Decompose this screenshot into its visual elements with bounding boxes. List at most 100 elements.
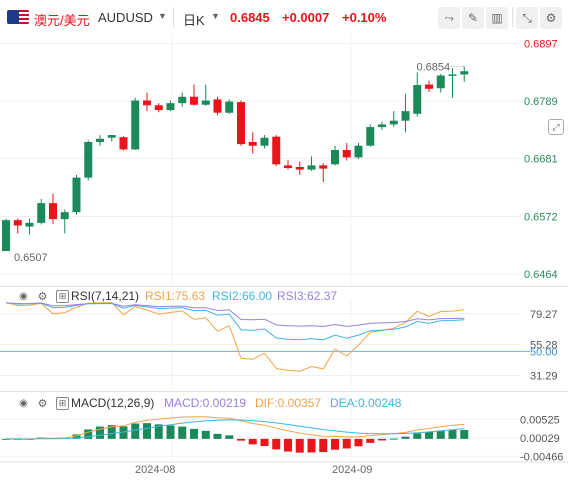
candle-body [425,84,433,89]
rsi3-line [5,302,465,328]
rsi2-value: RSI2:66.00 [212,289,273,303]
candle-body [178,96,187,104]
expand-icon[interactable]: ⤢ [548,119,564,135]
pencil-icon: ✎ [467,11,479,25]
candle-body [143,100,151,106]
chevron-down-icon[interactable]: ▼ [158,11,167,21]
macd-histogram-bar [178,426,187,439]
date-tick-label: 2024-08 [135,464,175,476]
rsi-tick-label: 79.27 [530,309,558,321]
price-tick-label: 0.6789 [524,96,558,108]
grid-icon[interactable]: ⊞ [56,397,69,410]
candle-body [225,101,234,113]
macd-histogram-bar [107,425,116,439]
price-change-percent: +0.10% [342,10,387,25]
candle-body [389,120,398,125]
macd-histogram-bar [96,426,104,439]
macd-histogram-bar [354,438,363,447]
symbol-cn-label: 澳元/美元 [34,13,90,28]
divider [512,7,513,27]
rsi-title: RSI(7,14,21) [71,289,140,303]
candle-body [366,127,375,146]
macd-histogram-bar [319,438,328,453]
gear-icon[interactable]: ⚙ [37,291,48,303]
gear-icon: ⚙ [545,11,557,25]
chevron-down-icon[interactable]: ▼ [211,11,220,21]
macd-histogram-bar [260,438,269,447]
period-select[interactable]: 日K [183,13,205,28]
candle-body [166,103,175,111]
grid-icon[interactable]: ⊞ [56,290,69,303]
rsi3-value: RSI3:62.37 [277,289,338,303]
settings-button[interactable]: ⚙ [540,7,562,29]
rsi-tick-label: 55.28 [530,340,558,352]
macd-histogram-bar [131,423,140,439]
eye-icon[interactable]: ◉ [19,291,28,302]
macd-histogram-bar [143,423,151,439]
candle-body [190,96,198,105]
macd-title: MACD(12,26,9) [71,396,155,410]
price-tick-label: 0.6681 [524,153,558,165]
candle-body [49,203,57,220]
macd-panel[interactable]: 0.00525 0.00029 -0.00466 2024-08 2024-09 [0,408,568,481]
macd-histogram-bar [342,438,351,449]
collapse-icon: ⤡ [522,10,532,25]
macd-histogram-bar [154,424,163,439]
macd-histogram-bar [84,429,93,439]
symbol-select[interactable]: AUDUSD [98,10,153,25]
header-bar: 澳元/美元 AUDUSD ▼ 日K ▼ 0.6845 +0.0007 +0.10… [0,0,568,34]
divider [173,7,174,27]
macd-histogram-bar [248,438,257,445]
candle-body [237,102,245,145]
macd-histogram-bar [366,438,375,443]
candle-body [272,136,281,165]
rsi-tick-label: 50.00 [530,346,558,358]
price-change: +0.0007 [282,10,330,25]
candle-body [131,100,140,150]
compare-tool-button[interactable]: ▥ [486,7,508,29]
macd-histogram-bar [72,434,81,439]
candle-body [84,141,93,178]
date-tick-label: 2024-09 [332,464,372,476]
macd-histogram-bar [307,438,316,453]
macd-histogram-bar [436,430,445,439]
candle-body [448,74,457,76]
price-tick-label: 0.6897 [524,39,558,51]
candle-body [354,145,363,158]
gear-icon[interactable]: ⚙ [37,398,48,410]
macd-histogram-bar [295,438,304,453]
macd-tick-label: 0.00525 [520,414,560,426]
macd-histogram-bar [413,433,422,439]
last-price: 0.6845 [230,10,270,25]
price-panel[interactable]: 0.6897 0.6789 0.6681 0.6572 0.6464 0.6854 0.65… [0,34,568,286]
candle-body [119,137,128,150]
high-annotation: 0.6854 [417,61,451,73]
price-tick-label: 0.6572 [524,211,558,223]
candle-body [413,85,422,114]
macd-histogram-bar [460,430,469,439]
indicator-tool-button[interactable]: ⤳ [438,7,460,29]
eye-icon[interactable]: ◉ [19,398,28,409]
draw-tool-button[interactable]: ✎ [462,7,484,29]
rsi-tick-label: 31.29 [530,370,558,382]
candle-body [37,203,46,223]
divider [0,286,568,287]
low-annotation: 0.6507 [14,252,48,264]
candle-body [96,138,104,142]
candle-body [331,149,339,165]
fullscreen-button[interactable]: ⤡ [516,7,538,29]
candle-body [436,75,445,89]
macd-histogram-bar [225,435,234,439]
dea-line [6,419,465,440]
macd-histogram-bar [119,426,128,439]
candle-body [201,100,210,105]
macd-histogram-bar [425,432,433,439]
candle-body [342,149,351,158]
price-tick-label: 0.6464 [524,269,558,281]
divider [0,391,568,392]
macd-histogram-bar [237,438,245,441]
macd-histogram-bar [201,430,210,439]
candle-body [295,166,304,170]
